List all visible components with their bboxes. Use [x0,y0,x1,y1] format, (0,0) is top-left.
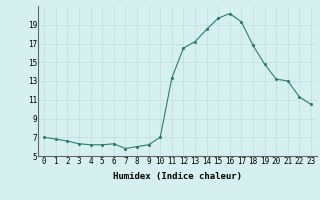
X-axis label: Humidex (Indice chaleur): Humidex (Indice chaleur) [113,172,242,181]
